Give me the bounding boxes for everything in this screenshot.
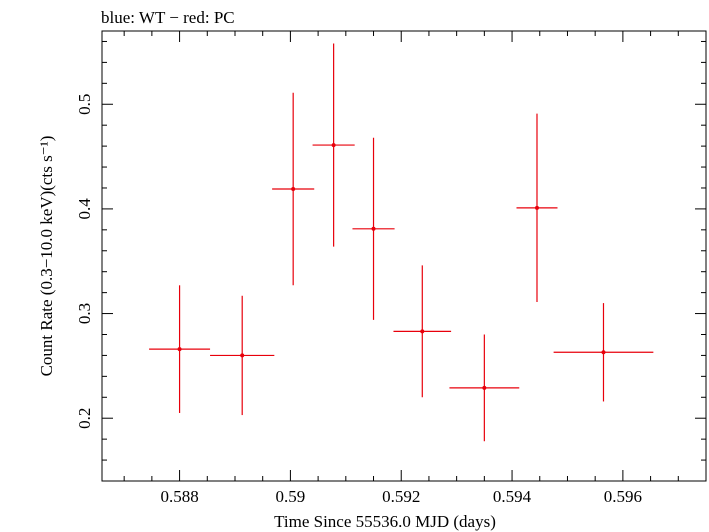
data-marker — [331, 143, 336, 148]
data-point — [210, 295, 275, 416]
data-point — [272, 92, 315, 286]
data-marker — [240, 353, 245, 358]
data-point — [553, 303, 654, 402]
x-tick-label: 0.592 — [382, 487, 420, 506]
data-marker — [177, 347, 182, 352]
data-marker — [482, 385, 487, 390]
chart-title: blue: WT − red: PC — [101, 8, 235, 27]
axis-tick-labels: 0.588 0.59 0.592 0.594 0.596 0.2 0.3 0.4 0.5 — [75, 94, 642, 506]
data-marker — [371, 226, 376, 231]
y-tick-label: 0.3 — [75, 303, 94, 324]
data-marker — [291, 187, 296, 192]
x-tick-label: 0.594 — [493, 487, 532, 506]
data-points — [149, 43, 654, 442]
x-tick-label: 0.588 — [160, 487, 198, 506]
y-tick-label: 0.4 — [75, 198, 94, 220]
data-point — [149, 285, 211, 413]
data-marker — [534, 205, 539, 210]
y-tick-label: 0.5 — [75, 94, 94, 115]
data-marker — [420, 329, 425, 334]
y-tick-label: 0.2 — [75, 408, 94, 429]
x-tick-label: 0.59 — [276, 487, 306, 506]
data-marker — [601, 350, 606, 355]
data-point — [352, 137, 395, 320]
data-point — [312, 43, 355, 247]
plot-frame — [101, 30, 707, 482]
x-axis-label: Time Since 55536.0 MJD (days) — [274, 512, 496, 531]
data-point — [449, 334, 520, 442]
y-axis-label: Count Rate (0.3−10.0 keV)(cts s⁻¹) — [37, 136, 56, 377]
x-tick-label: 0.596 — [604, 487, 642, 506]
data-point — [516, 113, 558, 303]
data-point — [393, 265, 452, 398]
axis-ticks — [102, 31, 707, 482]
